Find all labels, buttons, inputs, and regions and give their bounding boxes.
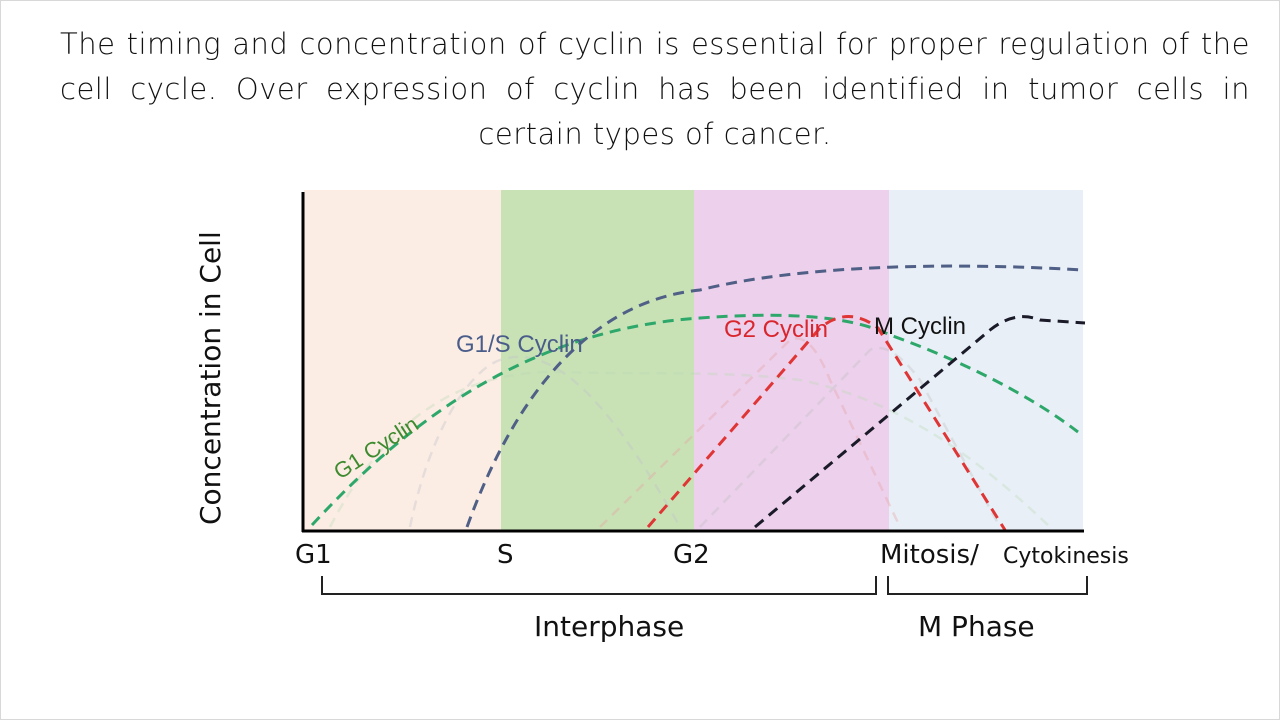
phase-label-cytokinesis: Cytokinesis [1003,544,1129,569]
label-m-cyclin: M Cyclin [874,313,966,340]
phase-label-mitosis: Mitosis/ [880,540,979,570]
curve-g2-cyclin [646,315,1007,531]
y-axis-label: Concentration in Cell [194,231,227,525]
phase-label-s: S [497,540,514,570]
m-phase-bracket [887,576,1088,595]
group-label-interphase: Interphase [534,610,684,643]
curve-m-cyclin [754,315,1086,529]
phase-label-g2: G2 [673,540,710,570]
group-label-m-phase: M Phase [918,610,1035,643]
region-m [889,190,1083,530]
region-g1 [304,190,501,530]
label-g1s-cyclin: G1/S Cyclin [456,331,583,358]
label-g2-cyclin: G2 Cyclin [724,316,828,343]
faded-curves [328,337,1051,528]
curve-g1-cyclin [310,313,1079,527]
phase-label-g1: G1 [295,540,332,570]
curve-g1s-cyclin [465,264,1083,528]
interphase-bracket [321,576,877,595]
caption-text: The timing and concentration of cyclin i… [60,27,1250,151]
